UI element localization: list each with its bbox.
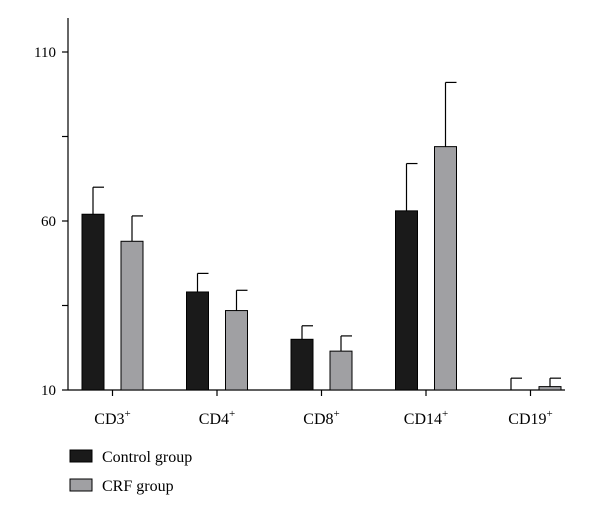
error-bars [92,81,561,390]
legend-label: Control group [102,449,192,466]
category-label: CD4+ [199,408,235,428]
legend-swatch [69,478,93,492]
legend: Control group CRF group [69,449,192,495]
category-label: CD19+ [508,408,552,428]
bar [538,386,562,391]
tick-labels: 10 60 110 CD3+ CD4+ CD8+ CD14+ CD19+ [34,45,553,428]
bar [434,146,457,391]
y-tick-label: 60 [41,214,56,230]
legend-swatch [69,449,93,463]
category-label: CD3+ [94,408,130,428]
bar [395,210,418,391]
axes [62,18,565,396]
y-tick-label: 110 [34,45,56,61]
y-tick-label: 10 [41,383,56,399]
bar [290,338,314,391]
bar [186,291,209,391]
legend-label: CRF group [102,478,174,495]
bar [120,240,144,391]
category-label: CD8+ [303,408,339,428]
bar [225,310,248,391]
category-label: CD14+ [404,408,448,428]
bar [329,350,353,391]
bars [81,146,562,391]
bar [81,213,105,391]
